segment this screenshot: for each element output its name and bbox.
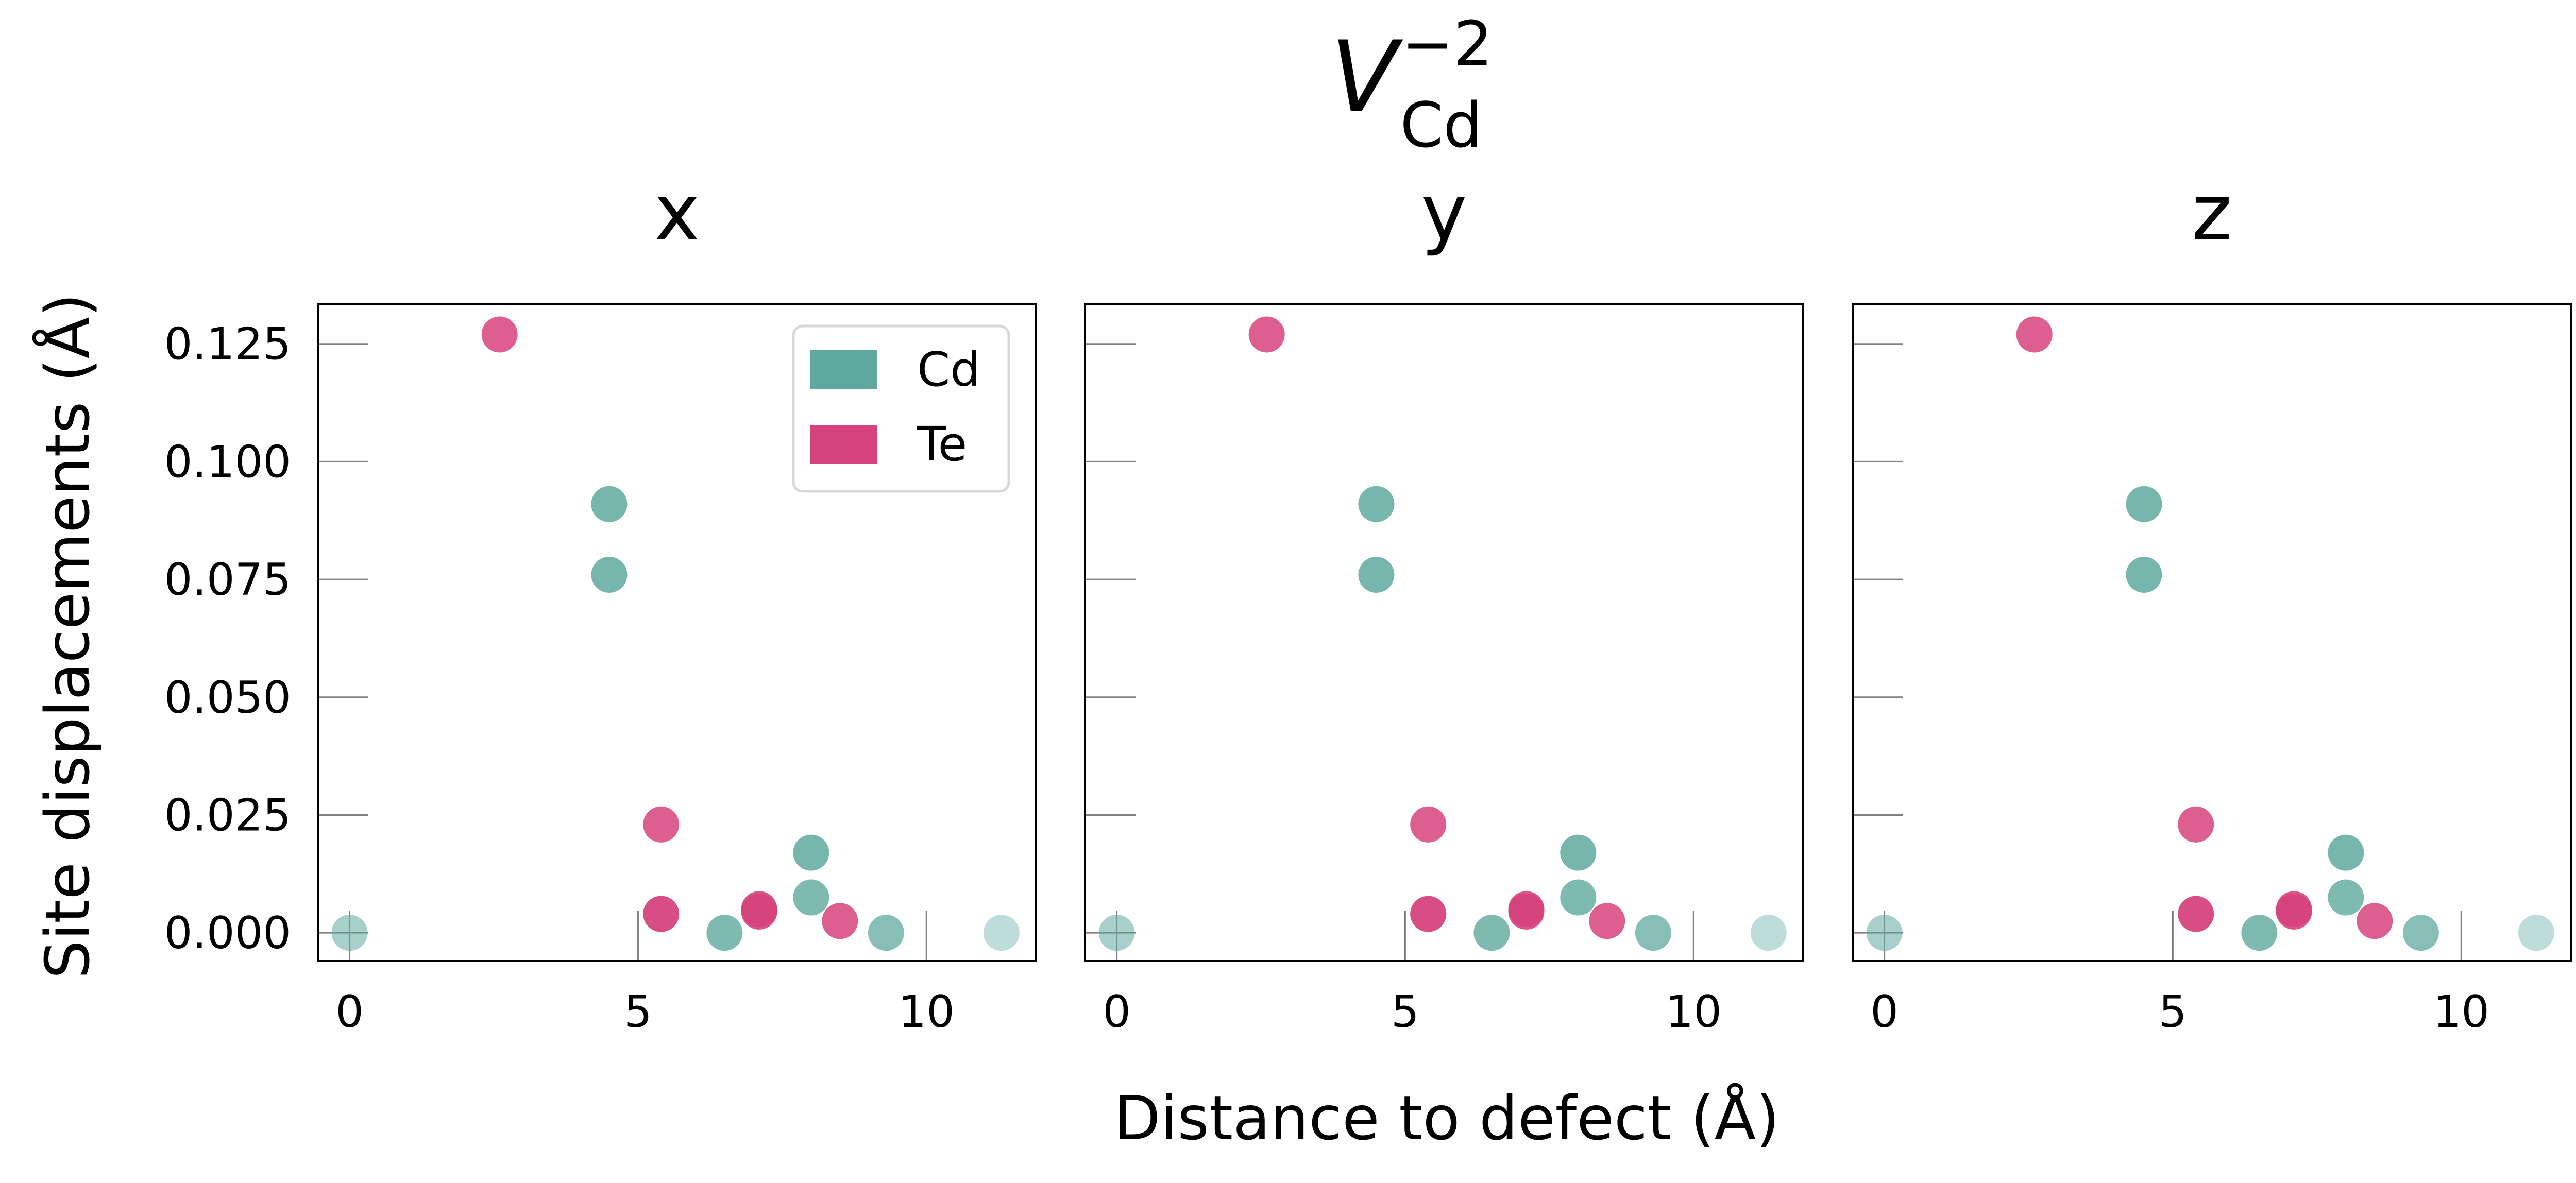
data-point-cd <box>2328 879 2364 916</box>
data-point-te <box>2276 893 2312 930</box>
series-Cd <box>1098 486 1787 951</box>
data-point-cd <box>983 915 1020 951</box>
data-point-cd <box>1866 915 1903 951</box>
data-point-cd <box>1358 556 1395 593</box>
data-point-cd <box>591 556 628 593</box>
data-point-cd <box>1635 915 1671 951</box>
data-point-cd <box>793 834 829 871</box>
legend-label-te: Te <box>917 417 967 472</box>
legend: Cd Te <box>792 324 1010 493</box>
y-tick-label: 0.000 <box>164 907 291 959</box>
x-tick-label: 10 <box>2433 986 2489 1038</box>
figure-title-base: V <box>1331 20 1404 134</box>
data-point-cd <box>1560 879 1597 916</box>
data-point-te <box>1410 896 1447 932</box>
x-tick-label: 5 <box>1391 986 1419 1038</box>
data-point-cd <box>591 486 628 522</box>
plot-area-frame <box>317 303 1037 962</box>
data-point-te <box>1248 316 1285 353</box>
data-point-cd <box>2402 915 2439 951</box>
panel-y: y 0 5 10 <box>1084 168 1804 1038</box>
x-axis-label: Distance to defect (Å) <box>1114 1083 1780 1154</box>
data-point-te <box>643 896 680 932</box>
data-point-cd <box>1358 486 1395 522</box>
legend-swatch-te <box>810 425 877 464</box>
series-Te <box>481 316 858 939</box>
data-point-cd <box>1098 915 1135 951</box>
data-point-te <box>1589 903 1625 939</box>
data-point-cd <box>1750 915 1787 951</box>
series-Te <box>1248 316 1625 939</box>
data-point-cd <box>793 879 829 916</box>
data-point-te <box>643 806 680 843</box>
data-point-te <box>481 316 518 353</box>
y-tick-label: 0.100 <box>164 436 291 488</box>
plot-area-frame <box>1852 303 2572 962</box>
data-point-te <box>2016 316 2053 353</box>
panel-title: x <box>654 168 700 258</box>
x-tick-label: 0 <box>1870 986 1899 1038</box>
data-point-cd <box>1560 834 1597 871</box>
x-tick-label: 0 <box>335 986 364 1038</box>
data-point-cd <box>1473 915 1510 951</box>
y-tick-label: 0.075 <box>164 554 291 606</box>
data-point-te <box>2178 806 2214 843</box>
figure-title-subscript: Cd <box>1400 90 1482 162</box>
data-point-te <box>741 893 777 930</box>
panel-title: y <box>1421 168 1467 258</box>
panel-title: z <box>2192 168 2232 258</box>
legend-swatch-cd <box>810 350 877 389</box>
figure-title: V−2 Cd <box>1331 9 1493 162</box>
data-point-cd <box>2241 915 2278 951</box>
plot-area-frame <box>1084 303 1804 962</box>
data-point-cd <box>2126 556 2162 593</box>
y-tick-label: 0.050 <box>164 672 291 724</box>
panel-x: x 0 5 10 0.000 0.025 0.050 0.075 0.100 0.125 Cd Te <box>164 168 1037 1038</box>
x-tick-label: 10 <box>1666 986 1722 1038</box>
y-tick-label: 0.125 <box>164 319 291 370</box>
data-point-cd <box>2328 834 2364 871</box>
data-point-te <box>822 903 858 939</box>
data-point-cd <box>2126 486 2162 522</box>
series-Cd <box>331 486 1020 951</box>
x-tick-label: 5 <box>624 986 652 1038</box>
x-tick-label: 5 <box>2159 986 2187 1038</box>
data-point-te <box>2357 903 2393 939</box>
data-point-cd <box>868 915 904 951</box>
figure-title-superscript: −2 <box>1402 9 1493 80</box>
y-tick-label: 0.025 <box>164 790 291 841</box>
data-point-cd <box>2518 915 2554 951</box>
x-tick-label: 10 <box>899 986 955 1038</box>
series-Cd <box>1866 486 2554 951</box>
data-point-cd <box>331 915 368 951</box>
data-point-cd <box>706 915 743 951</box>
series-Te <box>2016 316 2393 939</box>
data-point-te <box>1508 893 1545 930</box>
panel-z: z 0 5 10 <box>1852 168 2572 1038</box>
y-axis-label: Site displacements (Å) <box>32 293 103 979</box>
x-tick-label: 0 <box>1103 986 1131 1038</box>
legend-label-cd: Cd <box>917 342 980 397</box>
data-point-te <box>2178 896 2214 932</box>
data-point-te <box>1410 806 1447 843</box>
panels: x 0 5 10 0.000 0.025 0.050 0.075 0.100 0.125 Cd Te y… <box>164 168 2572 1038</box>
